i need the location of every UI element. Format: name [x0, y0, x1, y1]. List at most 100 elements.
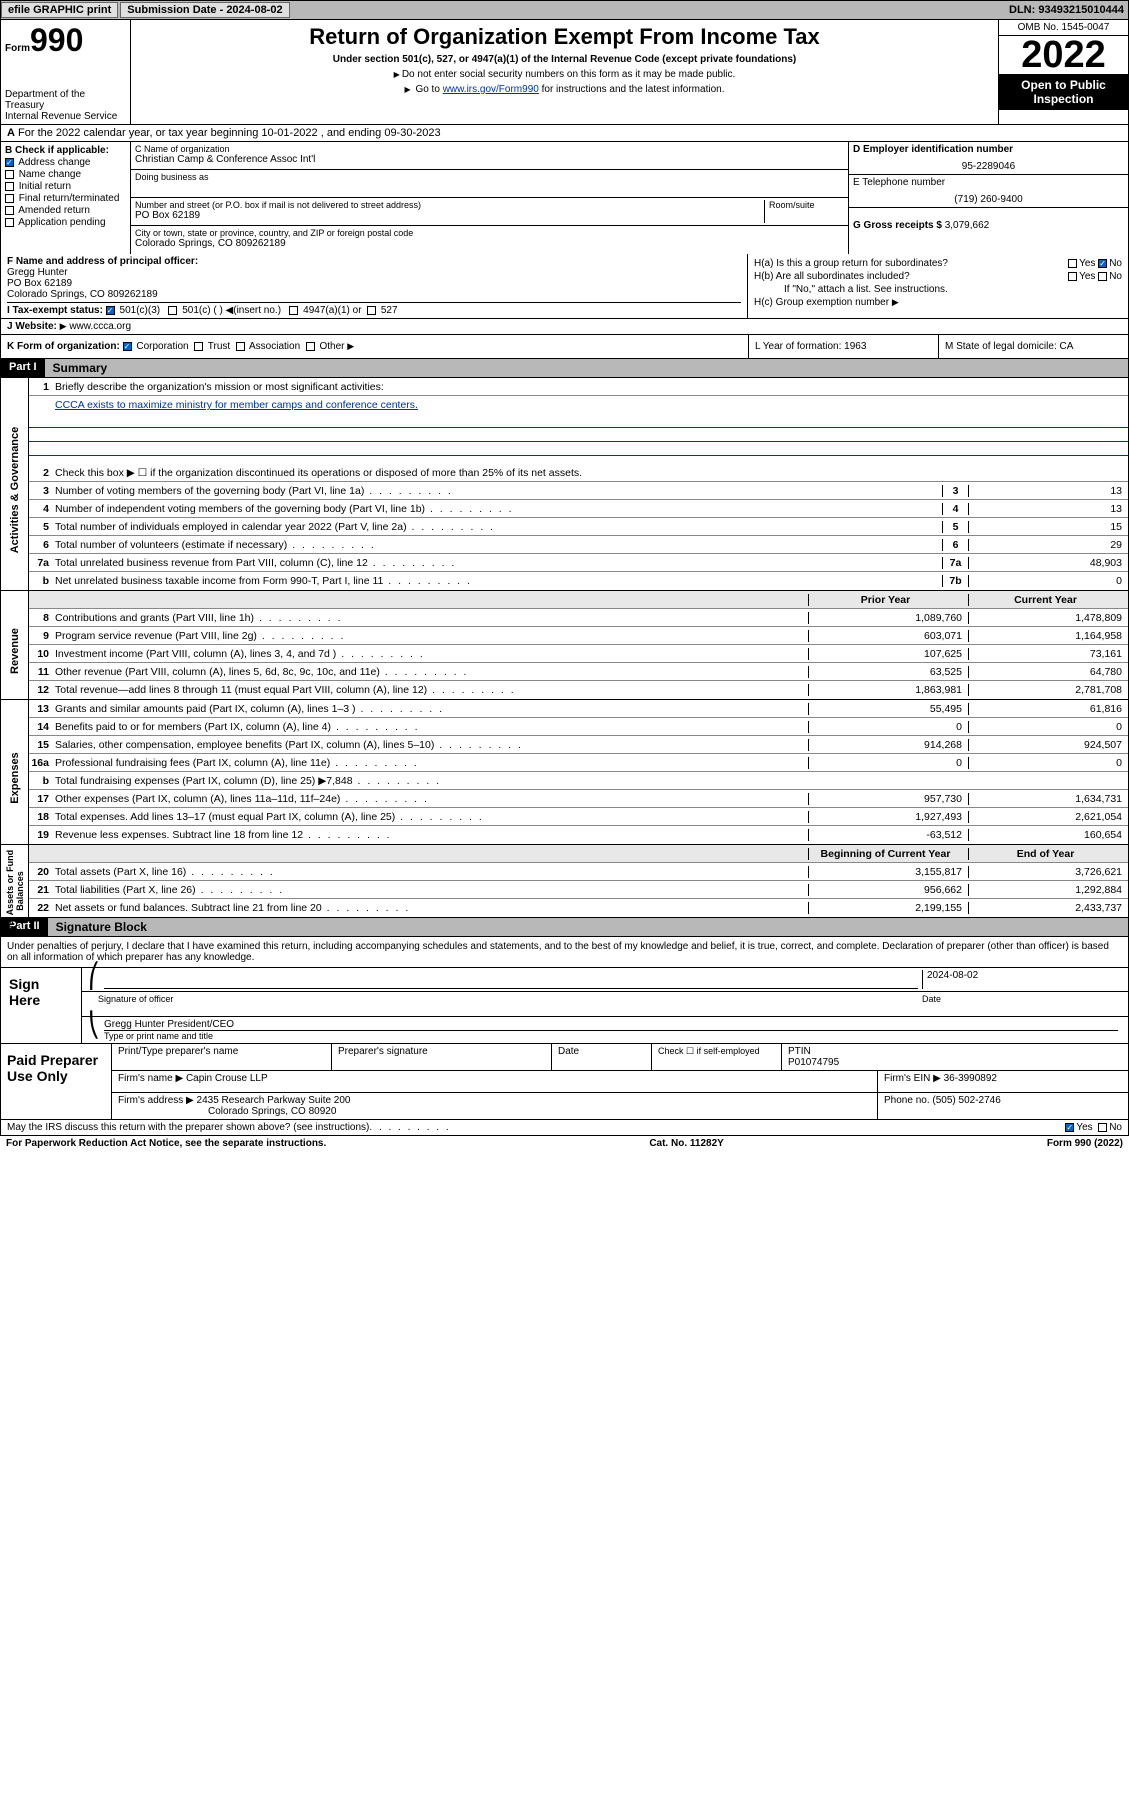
j-label: J Website:	[7, 321, 57, 332]
table-row: 19Revenue less expenses. Subtract line 1…	[29, 826, 1128, 844]
chk-b-0[interactable]	[5, 158, 14, 167]
table-row: 10Investment income (Part VIII, column (…	[29, 645, 1128, 663]
chk-ha-no[interactable]	[1098, 259, 1107, 268]
opt-4947: 4947(a)(1) or	[303, 305, 361, 316]
room-label: Room/suite	[769, 200, 844, 210]
link-post: for instructions and the latest informat…	[539, 84, 725, 95]
netassets-section: Net Assets or Fund Balances Beginning of…	[0, 845, 1129, 918]
chk-ha-yes[interactable]	[1068, 259, 1077, 268]
chk-assoc[interactable]	[236, 342, 245, 351]
hdr-prior: Prior Year	[808, 594, 968, 606]
firm-addr2: Colorado Springs, CO 80920	[118, 1106, 336, 1117]
addr-label: Number and street (or P.O. box if mail i…	[135, 200, 764, 210]
arrow-icon	[60, 321, 67, 332]
org-name: Christian Camp & Conference Assoc Int'l	[135, 154, 844, 165]
sig-officer-label: Signature of officer	[98, 994, 922, 1014]
expenses-section: Expenses 13Grants and similar amounts pa…	[0, 700, 1129, 845]
sign-here-row: Sign Here ⎛ 2024-08-02 Signature of offi…	[0, 968, 1129, 1044]
opt-527: 527	[381, 305, 398, 316]
chk-b-3[interactable]	[5, 194, 14, 203]
row-a: A For the 2022 calendar year, or tax yea…	[0, 125, 1129, 142]
chk-b-5[interactable]	[5, 218, 14, 227]
v4: 13	[968, 503, 1128, 515]
open-inspection: Open to Public Inspection	[999, 74, 1128, 110]
firm-addr1: 2435 Research Parkway Suite 200	[197, 1095, 351, 1106]
footer-last: For Paperwork Reduction Act Notice, see …	[0, 1136, 1129, 1151]
sig-name-label: Type or print name and title	[104, 1031, 1118, 1041]
opt-assoc: Association	[249, 341, 300, 352]
row-j: J Website: www.ccca.org	[0, 319, 1129, 335]
submission-date: Submission Date - 2024-08-02	[120, 2, 289, 18]
part2-title: Signature Block	[48, 918, 155, 936]
chk-4947[interactable]	[289, 306, 298, 315]
hb-label: H(b) Are all subordinates included?	[754, 271, 910, 282]
bracket-icon: ⎝	[88, 1019, 100, 1041]
form-header: Form990 Department of the Treasury Inter…	[0, 20, 1129, 125]
chk-corp[interactable]	[123, 342, 132, 351]
row-fgh: F Name and address of principal officer:…	[0, 254, 1129, 319]
v5: 15	[968, 521, 1128, 533]
irs-link[interactable]: www.irs.gov/Form990	[443, 84, 539, 95]
table-row: 12Total revenue—add lines 8 through 11 (…	[29, 681, 1128, 699]
state-domicile: M State of legal domicile: CA	[938, 335, 1128, 358]
mission-text: CCCA exists to maximize ministry for mem…	[53, 399, 1128, 411]
table-row: 21Total liabilities (Part X, line 26)956…	[29, 881, 1128, 899]
org-city: Colorado Springs, CO 809262189	[135, 238, 844, 249]
bracket-icon: ⎛	[88, 970, 100, 989]
irs-label: Internal Revenue Service	[5, 111, 126, 122]
row-a-text: For the 2022 calendar year, or tax year …	[18, 127, 441, 139]
chk-b-4[interactable]	[5, 206, 14, 215]
arrow-icon	[892, 297, 899, 308]
part1-bar: Part I Summary	[0, 359, 1129, 378]
table-row: 18Total expenses. Add lines 13–17 (must …	[29, 808, 1128, 826]
q5: Total number of individuals employed in …	[53, 521, 942, 533]
paid-preparer-row: Paid Preparer Use Only Print/Type prepar…	[0, 1044, 1129, 1120]
gross-value: 3,079,662	[945, 220, 990, 231]
note-ssn: Do not enter social security numbers on …	[135, 69, 994, 80]
ein-value: 95-2289046	[853, 161, 1124, 172]
section-bc: B Check if applicable: Address change Na…	[0, 142, 1129, 254]
chk-b-2[interactable]	[5, 182, 14, 191]
table-row: 9Program service revenue (Part VIII, lin…	[29, 627, 1128, 645]
link-pre: Go to	[415, 84, 442, 95]
paid-h3: Date	[552, 1044, 652, 1070]
paid-title: Paid Preparer Use Only	[1, 1044, 111, 1119]
tel-value: (719) 260-9400	[853, 194, 1124, 205]
firm-name: Capin Crouse LLP	[186, 1073, 268, 1084]
chk-527[interactable]	[367, 306, 376, 315]
form-label: Form	[5, 43, 30, 54]
table-row: 14Benefits paid to or for members (Part …	[29, 718, 1128, 736]
q1: Briefly describe the organization's miss…	[53, 381, 1128, 393]
form-ref: Form 990 (2022)	[1047, 1138, 1123, 1149]
chk-hb-no[interactable]	[1098, 272, 1107, 281]
dln: DLN: 93493215010444	[1009, 4, 1128, 16]
cat-no: Cat. No. 11282Y	[326, 1138, 1047, 1149]
chk-other[interactable]	[306, 342, 315, 351]
tax-year: 2022	[999, 36, 1128, 74]
form-number: 990	[30, 22, 83, 58]
box-h: H(a) Is this a group return for subordin…	[748, 254, 1128, 318]
q2: Check this box ▶ ☐ if the organization d…	[53, 467, 1128, 479]
chk-hb-yes[interactable]	[1068, 272, 1077, 281]
chk-501c3[interactable]	[106, 306, 115, 315]
phone-label: Phone no.	[884, 1095, 930, 1106]
table-row: 11Other revenue (Part VIII, column (A), …	[29, 663, 1128, 681]
v7b: 0	[968, 575, 1128, 587]
paid-h2: Preparer's signature	[332, 1044, 552, 1070]
chk-trust[interactable]	[194, 342, 203, 351]
chk-discuss-yes[interactable]	[1065, 1123, 1074, 1132]
chk-501c[interactable]	[168, 306, 177, 315]
efile-button[interactable]: efile GRAPHIC print	[1, 2, 118, 18]
box-d: D Employer identification number 95-2289…	[848, 142, 1128, 254]
vert-netassets: Net Assets or Fund Balances	[5, 831, 25, 951]
chk-discuss-no[interactable]	[1098, 1123, 1107, 1132]
f-label: F Name and address of principal officer:	[7, 256, 198, 267]
header-left: Form990 Department of the Treasury Inter…	[1, 20, 131, 124]
chk-b-1[interactable]	[5, 170, 14, 179]
box-f: F Name and address of principal officer:…	[1, 254, 748, 318]
ein-label: D Employer identification number	[853, 144, 1013, 155]
hdr-curr: Current Year	[968, 594, 1128, 606]
discuss-text: May the IRS discuss this return with the…	[7, 1122, 369, 1133]
hb-note: If "No," attach a list. See instructions…	[754, 284, 1122, 295]
hdr-end: End of Year	[968, 848, 1128, 860]
